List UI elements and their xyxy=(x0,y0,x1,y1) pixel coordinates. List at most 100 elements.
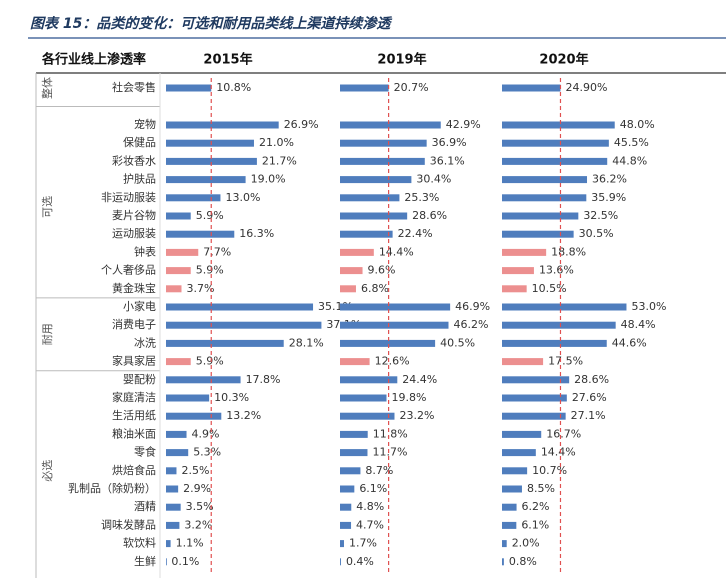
value-label: 10.7% xyxy=(532,464,567,477)
value-label: 6.1% xyxy=(521,518,549,531)
category-label: 冰洗 xyxy=(134,336,156,349)
bar xyxy=(502,449,536,457)
bar xyxy=(166,321,322,329)
group-label: 整体 xyxy=(40,77,54,99)
category-label: 酒精 xyxy=(134,500,156,513)
bar xyxy=(166,194,221,202)
bar xyxy=(502,540,507,548)
bar xyxy=(340,212,408,220)
bar xyxy=(502,230,574,238)
value-label: 46.9% xyxy=(455,300,490,313)
value-label: 4.7% xyxy=(356,518,384,531)
value-label: 46.2% xyxy=(454,318,489,331)
category-label: 宠物 xyxy=(134,117,156,131)
value-label: 4.8% xyxy=(356,500,384,513)
value-label: 44.6% xyxy=(612,336,647,349)
value-label: 14.4% xyxy=(379,245,414,258)
bar xyxy=(502,485,522,493)
value-label: 22.4% xyxy=(398,227,433,240)
value-label: 42.9% xyxy=(446,118,481,131)
value-label: 19.8% xyxy=(392,391,427,404)
bar xyxy=(166,339,284,347)
value-label: 28.1% xyxy=(289,336,324,349)
bar xyxy=(166,267,191,275)
value-label: 2.0% xyxy=(512,537,540,550)
value-label: 6.2% xyxy=(522,500,550,513)
value-label: 28.6% xyxy=(412,209,447,222)
panel-title: 2015年 xyxy=(203,52,252,68)
category-label: 护肤品 xyxy=(123,172,156,186)
bar xyxy=(340,285,356,293)
bar xyxy=(166,376,241,384)
bar xyxy=(340,485,355,493)
category-label: 乳制品（除奶粉） xyxy=(68,481,156,495)
bar xyxy=(502,394,567,402)
bar xyxy=(166,248,199,256)
category-label: 烘焙食品 xyxy=(112,463,156,477)
value-label: 21.0% xyxy=(259,136,294,149)
bar xyxy=(166,449,189,457)
bar xyxy=(166,558,167,566)
value-label: 16.7% xyxy=(546,427,581,440)
category-label: 钟表 xyxy=(134,244,156,258)
value-label: 20.7% xyxy=(394,81,429,94)
bar xyxy=(166,394,210,402)
bar xyxy=(340,540,344,548)
bar xyxy=(340,303,451,311)
bar xyxy=(502,467,528,475)
value-label: 48.0% xyxy=(620,118,655,131)
value-label: 45.5% xyxy=(614,136,649,149)
value-label: 18.8% xyxy=(551,245,586,258)
value-label: 24.90% xyxy=(565,81,607,94)
value-label: 6.8% xyxy=(361,282,389,295)
value-label: 9.6% xyxy=(368,264,396,277)
value-label: 10.3% xyxy=(214,391,249,404)
bar xyxy=(340,267,363,275)
bar xyxy=(166,467,177,475)
value-label: 25.3% xyxy=(404,191,439,204)
bar xyxy=(502,267,534,275)
bar xyxy=(502,176,588,184)
value-label: 3.2% xyxy=(184,518,212,531)
value-label: 24.4% xyxy=(402,373,437,386)
value-label: 30.4% xyxy=(416,173,451,186)
panel-title: 2020年 xyxy=(539,52,588,68)
bar xyxy=(166,412,222,420)
bar xyxy=(166,84,212,92)
category-label: 社会零售 xyxy=(112,80,156,94)
value-label: 26.9% xyxy=(284,118,319,131)
bar xyxy=(166,157,257,165)
value-label: 14.4% xyxy=(541,446,576,459)
category-label: 生鲜 xyxy=(134,554,156,568)
value-label: 23.2% xyxy=(399,409,434,422)
category-label: 家庭清洁 xyxy=(112,390,156,404)
bar xyxy=(340,339,436,347)
bar xyxy=(502,303,627,311)
value-label: 13.2% xyxy=(226,409,261,422)
value-label: 40.5% xyxy=(440,336,475,349)
value-label: 10.5% xyxy=(532,282,567,295)
category-label: 麦片谷物 xyxy=(112,208,156,222)
category-label: 零食 xyxy=(134,445,156,459)
bar xyxy=(340,194,400,202)
bar xyxy=(502,285,527,293)
bar xyxy=(340,157,425,165)
bar xyxy=(166,121,279,129)
value-label: 28.6% xyxy=(574,373,609,386)
bar xyxy=(502,521,517,529)
category-label: 个人奢侈品 xyxy=(101,263,156,277)
value-label: 36.9% xyxy=(432,136,467,149)
value-label: 6.1% xyxy=(359,482,387,495)
category-label: 彩妆香水 xyxy=(112,154,156,167)
group-label: 耐用 xyxy=(41,323,54,345)
bar xyxy=(166,485,179,493)
category-label: 粮油米面 xyxy=(112,426,156,440)
value-label: 30.5% xyxy=(579,227,614,240)
category-label: 保健品 xyxy=(123,135,156,149)
value-label: 16.3% xyxy=(239,227,274,240)
category-label: 消费电子 xyxy=(112,317,156,331)
category-label: 婴配粉 xyxy=(123,373,156,386)
bar xyxy=(166,139,254,147)
bar xyxy=(340,84,389,92)
value-label: 17.8% xyxy=(246,373,281,386)
